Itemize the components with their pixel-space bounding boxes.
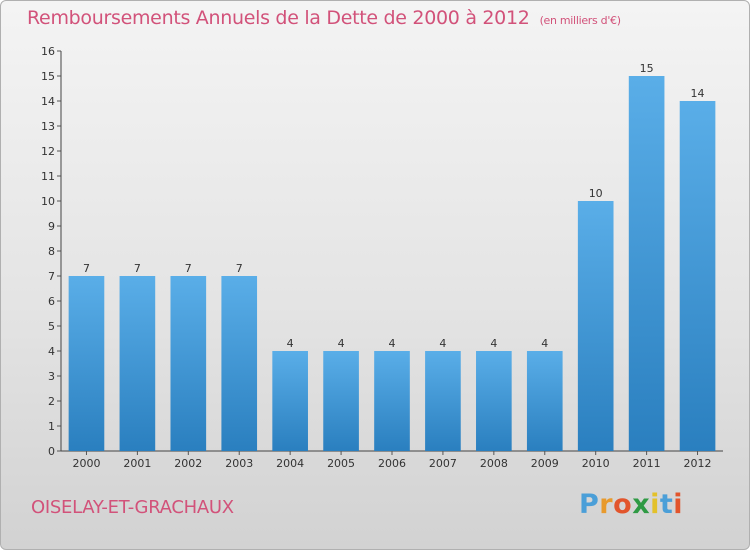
y-tick-label: 0 bbox=[48, 445, 55, 458]
y-tick-label: 12 bbox=[41, 145, 55, 158]
bar-value-label: 4 bbox=[490, 337, 497, 350]
x-tick-label: 2007 bbox=[429, 457, 457, 470]
x-tick-label: 2004 bbox=[276, 457, 304, 470]
bar bbox=[272, 351, 308, 451]
y-tick-label: 9 bbox=[48, 220, 55, 233]
y-tick-label: 10 bbox=[41, 195, 55, 208]
bar-value-label: 4 bbox=[338, 337, 345, 350]
proxiti-logo: Proxiti bbox=[579, 489, 683, 520]
bar bbox=[374, 351, 410, 451]
x-tick-label: 2010 bbox=[582, 457, 610, 470]
bar-value-label: 7 bbox=[134, 262, 141, 275]
unit-note: (en milliers d'€) bbox=[539, 14, 621, 27]
bar bbox=[679, 101, 716, 451]
x-tick-label: 2002 bbox=[174, 457, 202, 470]
y-tick-label: 2 bbox=[48, 395, 55, 408]
bar-value-label: 15 bbox=[640, 62, 654, 75]
bar-value-label: 4 bbox=[541, 337, 548, 350]
bar bbox=[323, 351, 359, 451]
y-tick-label: 5 bbox=[48, 320, 55, 333]
logo-letter: i bbox=[650, 489, 660, 520]
chart-title: Remboursements Annuels de la Dette de 20… bbox=[27, 7, 621, 29]
x-tick-label: 2012 bbox=[684, 457, 712, 470]
x-tick-label: 2011 bbox=[633, 457, 661, 470]
y-tick-label: 15 bbox=[41, 70, 55, 83]
bar bbox=[577, 201, 614, 451]
y-tick-label: 8 bbox=[48, 245, 55, 258]
bar-value-label: 4 bbox=[287, 337, 294, 350]
logo-letter: r bbox=[599, 489, 614, 520]
bar bbox=[221, 276, 258, 451]
x-tick-label: 2005 bbox=[327, 457, 355, 470]
y-tick-label: 1 bbox=[48, 420, 55, 433]
y-tick-label: 7 bbox=[48, 270, 55, 283]
bar-value-label: 14 bbox=[691, 87, 705, 100]
logo-letter: o bbox=[613, 489, 633, 520]
bar-value-label: 7 bbox=[83, 262, 90, 275]
x-tick-label: 2008 bbox=[480, 457, 508, 470]
bar-value-label: 10 bbox=[589, 187, 603, 200]
y-tick-label: 13 bbox=[41, 120, 55, 133]
bar bbox=[170, 276, 207, 451]
y-tick-label: 3 bbox=[48, 370, 55, 383]
logo-letter: P bbox=[579, 489, 600, 520]
bar-value-label: 7 bbox=[185, 262, 192, 275]
commune-name: OISELAY-ET-GRACHAUX bbox=[31, 497, 234, 518]
bar bbox=[476, 351, 512, 451]
x-tick-label: 2003 bbox=[225, 457, 253, 470]
y-tick-label: 11 bbox=[41, 170, 55, 183]
logo-letter: t bbox=[659, 489, 674, 520]
y-tick-label: 16 bbox=[41, 45, 55, 58]
x-tick-label: 2006 bbox=[378, 457, 406, 470]
bar bbox=[628, 76, 665, 451]
x-tick-label: 2000 bbox=[72, 457, 100, 470]
bar bbox=[119, 276, 156, 451]
y-tick-label: 4 bbox=[48, 345, 55, 358]
bar-value-label: 4 bbox=[439, 337, 446, 350]
x-tick-label: 2001 bbox=[123, 457, 151, 470]
bar bbox=[425, 351, 461, 451]
bar bbox=[68, 276, 105, 451]
bar-value-label: 7 bbox=[236, 262, 243, 275]
logo-letter: i bbox=[673, 489, 684, 520]
x-tick-label: 2009 bbox=[531, 457, 559, 470]
logo-letter: x bbox=[632, 489, 651, 520]
bar bbox=[526, 351, 563, 451]
y-tick-label: 14 bbox=[41, 95, 55, 108]
y-tick-label: 6 bbox=[48, 295, 55, 308]
chart-title-text: Remboursements Annuels de la Dette de 20… bbox=[27, 7, 530, 29]
bar-value-label: 4 bbox=[389, 337, 396, 350]
